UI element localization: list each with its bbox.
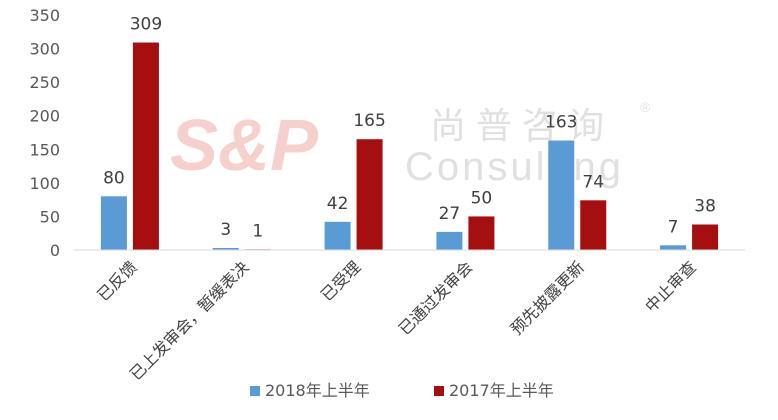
data-label: 1 <box>252 221 263 241</box>
y-tick-label: 200 <box>29 107 60 126</box>
bar-2017-2 <box>356 139 383 250</box>
bar-2017-0 <box>132 42 159 251</box>
data-label: 42 <box>327 194 349 214</box>
bars-layer: 80 309 3 1 42 165 27 50 163 74 7 38 <box>100 15 719 251</box>
data-label: 80 <box>103 168 125 188</box>
y-tick-label: 300 <box>29 40 60 59</box>
legend-swatch <box>250 386 260 396</box>
category-label: 已受理 <box>317 257 364 304</box>
y-tick-label: 150 <box>29 140 60 159</box>
category-label: 中止审查 <box>641 257 700 316</box>
y-tick-label: 0 <box>50 241 60 260</box>
category-label: 预先披露更新 <box>507 257 588 338</box>
watermark-logo: S&P <box>170 106 319 186</box>
bar-2018-3 <box>436 231 463 250</box>
y-tick-label: 100 <box>29 174 60 193</box>
bar-2018-1 <box>212 247 239 250</box>
bar-2018-5 <box>660 245 687 250</box>
data-label: 165 <box>353 111 385 131</box>
data-label: 3 <box>220 220 231 240</box>
watermark-brand-cn: 尚普咨询 <box>430 105 614 146</box>
data-label: 50 <box>471 188 493 208</box>
bar-2018-0 <box>100 196 127 250</box>
category-label: 已反馈 <box>93 257 140 304</box>
y-tick-label: 250 <box>29 73 60 92</box>
bar-2017-5 <box>692 224 719 250</box>
bar-2018-4 <box>548 140 575 250</box>
legend-label: 2018年上半年 <box>265 381 370 400</box>
data-label: 163 <box>545 113 577 133</box>
y-axis: 0 50 100 150 200 250 300 350 <box>29 6 60 260</box>
legend-label: 2017年上半年 <box>449 381 554 400</box>
watermark: S&P 尚普咨询 ® Consulting <box>170 99 651 189</box>
y-tick-label: 350 <box>29 6 60 25</box>
data-label: 74 <box>582 172 604 192</box>
watermark-registered: ® <box>640 99 651 115</box>
bar-2018-2 <box>324 221 351 250</box>
data-label: 309 <box>130 15 162 35</box>
category-label: 已上发审会，暂缓表决 <box>126 257 253 384</box>
bar-2017-4 <box>580 200 607 250</box>
data-label: 38 <box>694 196 716 216</box>
legend: 2018年上半年 2017年上半年 <box>250 381 554 400</box>
category-label: 已通过发审会 <box>395 257 476 338</box>
watermark-brand-en: Consulting <box>405 145 624 189</box>
bar-2017-3 <box>468 216 495 250</box>
data-label: 27 <box>439 204 461 224</box>
data-label: 7 <box>668 217 679 237</box>
y-tick-label: 50 <box>40 207 60 226</box>
legend-swatch <box>434 386 444 396</box>
